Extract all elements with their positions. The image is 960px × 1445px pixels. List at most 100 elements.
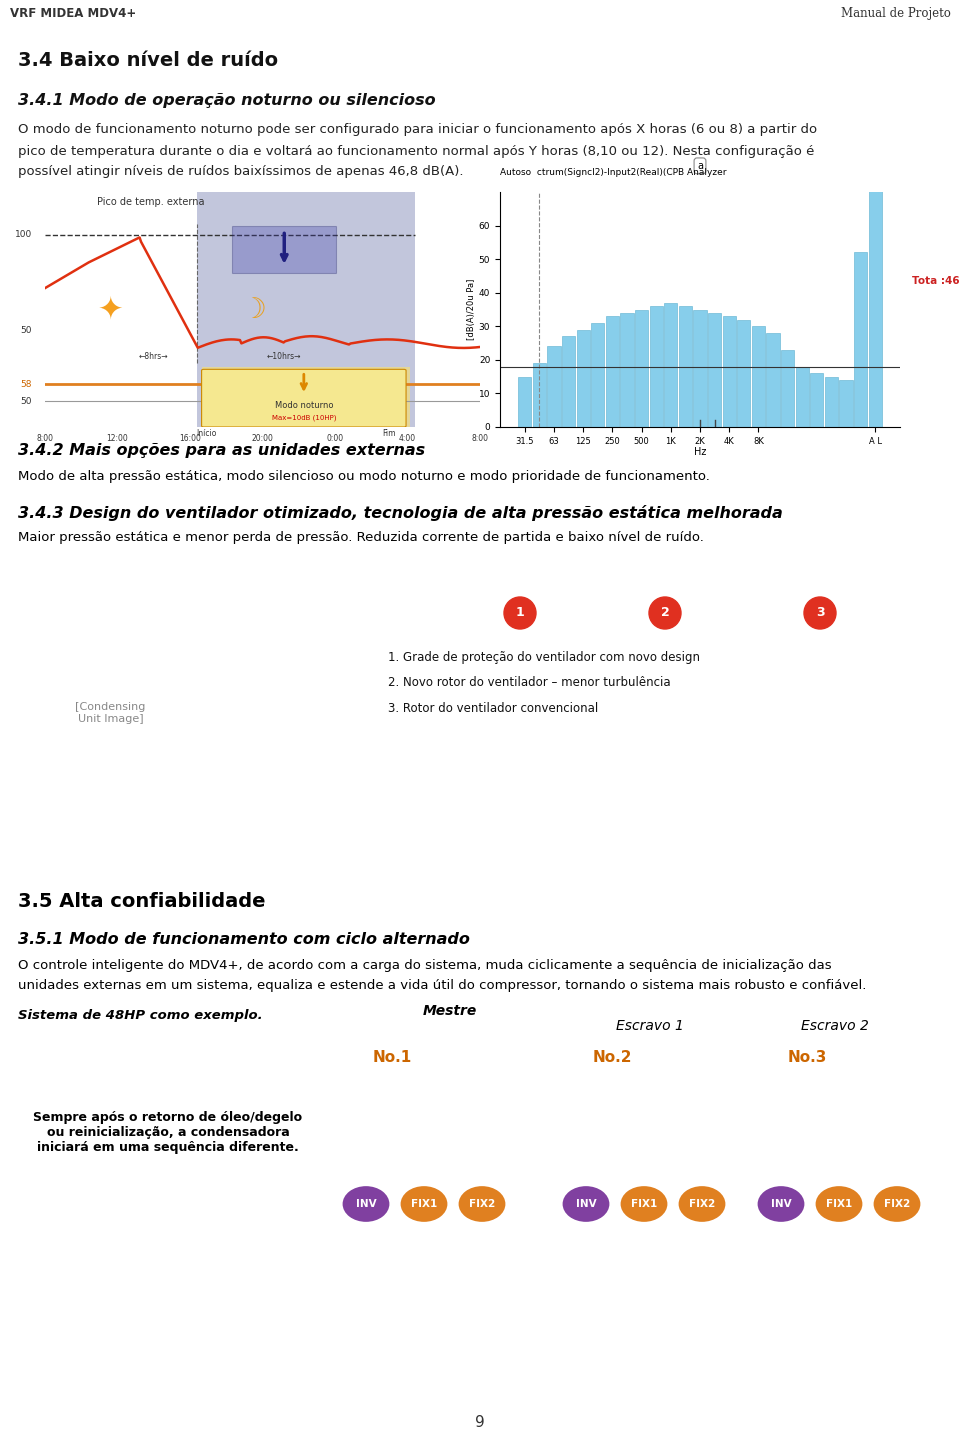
Text: Escravo 2: Escravo 2 xyxy=(801,1019,869,1033)
Text: [Condensing
Unit Image]: [Condensing Unit Image] xyxy=(75,702,146,724)
Bar xyxy=(810,373,824,428)
Bar xyxy=(202,367,411,428)
Text: Pico de temp. externa: Pico de temp. externa xyxy=(97,197,204,207)
Text: unidades externas em um sistema, equaliza e estende a vida útil do compressor, t: unidades externas em um sistema, equaliz… xyxy=(18,980,866,993)
Bar xyxy=(547,347,561,428)
Text: No.3: No.3 xyxy=(372,1098,412,1113)
Text: ✦: ✦ xyxy=(98,295,123,324)
Text: 12:00: 12:00 xyxy=(107,435,129,444)
Bar xyxy=(737,319,751,428)
Text: 8:00: 8:00 xyxy=(36,435,54,444)
Text: Orientação do fluxo de ar
otimizada, reduzindo os
níveis de turbulência e ruído: Orientação do fluxo de ar otimizada, red… xyxy=(216,679,365,717)
Bar xyxy=(664,303,678,428)
Bar xyxy=(577,329,589,428)
Text: INV: INV xyxy=(576,1199,596,1209)
Y-axis label: [dB(A)/20u Pa]: [dB(A)/20u Pa] xyxy=(467,279,476,340)
Text: 58: 58 xyxy=(20,380,32,389)
Bar xyxy=(825,377,838,428)
Text: Início: Início xyxy=(196,429,216,438)
Text: Nova grade de proteção,
menor resistência à
passagem do ar e maior
robustez: Nova grade de proteção, menor resistênci… xyxy=(216,780,345,829)
Ellipse shape xyxy=(679,1186,726,1222)
Text: Modo de alta pressão estática, modo silencioso ou modo noturno e modo prioridade: Modo de alta pressão estática, modo sile… xyxy=(18,470,709,483)
Text: 3.4.2 Mais opções para as unidades externas: 3.4.2 Mais opções para as unidades exter… xyxy=(18,444,425,458)
Bar xyxy=(620,314,634,428)
Text: Maior pressão estática e menor perda de pressão. Reduzida corrente de partida e : Maior pressão estática e menor perda de … xyxy=(18,532,704,545)
Text: Tota :46.803dB(A): Tota :46.803dB(A) xyxy=(912,276,960,286)
Text: 20:00: 20:00 xyxy=(252,435,274,444)
Text: 2. Novo rotor do ventilador – menor turbulência: 2. Novo rotor do ventilador – menor turb… xyxy=(388,676,671,689)
Bar xyxy=(518,377,531,428)
Text: 50: 50 xyxy=(20,327,32,335)
Text: FIX1: FIX1 xyxy=(411,1199,437,1209)
Bar xyxy=(606,316,619,428)
Text: 50: 50 xyxy=(20,397,32,406)
Bar xyxy=(562,337,575,428)
Text: pico de temperatura durante o dia e voltará ao funcionamento normal após Y horas: pico de temperatura durante o dia e volt… xyxy=(18,144,814,158)
Text: a: a xyxy=(697,160,703,171)
Text: FIX2: FIX2 xyxy=(468,1199,495,1209)
Text: 3. Rotor do ventilador convencional: 3. Rotor do ventilador convencional xyxy=(388,701,598,714)
Circle shape xyxy=(504,597,536,629)
Text: ←10hrs→: ←10hrs→ xyxy=(267,351,301,361)
Text: 16:00: 16:00 xyxy=(180,435,201,444)
Text: Mestre: Mestre xyxy=(422,1004,477,1017)
Text: 3.4 Baixo nível de ruído: 3.4 Baixo nível de ruído xyxy=(18,51,278,69)
Bar xyxy=(781,350,794,428)
Text: O controle inteligente do MDV4+, de acordo com a carga do sistema, muda ciclicam: O controle inteligente do MDV4+, de acor… xyxy=(18,958,831,971)
Bar xyxy=(752,327,765,428)
Circle shape xyxy=(804,597,836,629)
Text: 0:00: 0:00 xyxy=(326,435,344,444)
Ellipse shape xyxy=(400,1186,447,1222)
Bar xyxy=(635,309,648,428)
Text: 1. Grade de proteção do ventilador com novo design: 1. Grade de proteção do ventilador com n… xyxy=(388,652,700,665)
Text: Sempre após o retorno de óleo/degelo
ou reinicialização, a condensadora
iniciará: Sempre após o retorno de óleo/degelo ou … xyxy=(34,1111,302,1155)
Text: VRF MIDEA MDV4+: VRF MIDEA MDV4+ xyxy=(10,7,136,20)
Text: FIX1: FIX1 xyxy=(631,1199,658,1209)
X-axis label: Hz: Hz xyxy=(694,447,707,457)
Text: 9: 9 xyxy=(475,1415,485,1431)
Text: possível atingir níveis de ruídos baixíssimos de apenas 46,8 dB(A).: possível atingir níveis de ruídos baixís… xyxy=(18,166,464,179)
Text: ←8hrs→: ←8hrs→ xyxy=(139,351,169,361)
Bar xyxy=(854,253,867,428)
Text: No.2: No.2 xyxy=(372,1144,412,1159)
Text: 8:00: 8:00 xyxy=(471,435,489,444)
Text: 3.4.1 Modo de operação noturno ou silencioso: 3.4.1 Modo de operação noturno ou silenc… xyxy=(18,92,436,108)
Bar xyxy=(197,192,415,428)
Text: Modo noturno: Modo noturno xyxy=(275,402,333,410)
Text: Sistema de 48HP como exemplo.: Sistema de 48HP como exemplo. xyxy=(18,1010,263,1023)
Text: 100: 100 xyxy=(14,230,32,240)
Text: Manual de Projeto: Manual de Projeto xyxy=(841,7,950,20)
Text: 3.5 Alta confiabilidade: 3.5 Alta confiabilidade xyxy=(18,892,266,910)
Text: 3: 3 xyxy=(816,607,825,620)
Text: 2: 2 xyxy=(660,607,669,620)
Text: No.1: No.1 xyxy=(593,1098,632,1113)
Text: No.3: No.3 xyxy=(788,1051,828,1065)
Text: FIX2: FIX2 xyxy=(884,1199,910,1209)
Text: No.1: No.1 xyxy=(788,1144,828,1159)
Circle shape xyxy=(649,597,681,629)
Text: FIX2: FIX2 xyxy=(689,1199,715,1209)
Ellipse shape xyxy=(757,1186,804,1222)
FancyBboxPatch shape xyxy=(202,370,406,428)
Bar xyxy=(533,363,546,428)
Ellipse shape xyxy=(620,1186,667,1222)
Ellipse shape xyxy=(816,1186,862,1222)
Ellipse shape xyxy=(343,1186,390,1222)
Text: 4:00: 4:00 xyxy=(399,435,416,444)
Text: Fim: Fim xyxy=(382,429,396,438)
Text: O modo de funcionamento noturno pode ser configurado para iniciar o funcionament: O modo de funcionamento noturno pode ser… xyxy=(18,123,817,136)
Text: Escravo 1: Escravo 1 xyxy=(616,1019,684,1033)
Bar xyxy=(766,332,780,428)
Text: No.2: No.2 xyxy=(788,1098,828,1113)
Bar xyxy=(723,316,735,428)
Bar xyxy=(796,367,808,428)
Bar xyxy=(693,309,707,428)
Bar xyxy=(679,306,692,428)
Bar xyxy=(708,314,721,428)
Text: FIX1: FIX1 xyxy=(826,1199,852,1209)
Ellipse shape xyxy=(874,1186,921,1222)
Bar xyxy=(591,322,605,428)
Text: Formato otimizado das pás
do ventilador, aumentando
a vazão de ar e diminuindo
o: Formato otimizado das pás do ventilador,… xyxy=(216,578,358,629)
Text: ☽: ☽ xyxy=(241,295,266,324)
Bar xyxy=(650,306,662,428)
